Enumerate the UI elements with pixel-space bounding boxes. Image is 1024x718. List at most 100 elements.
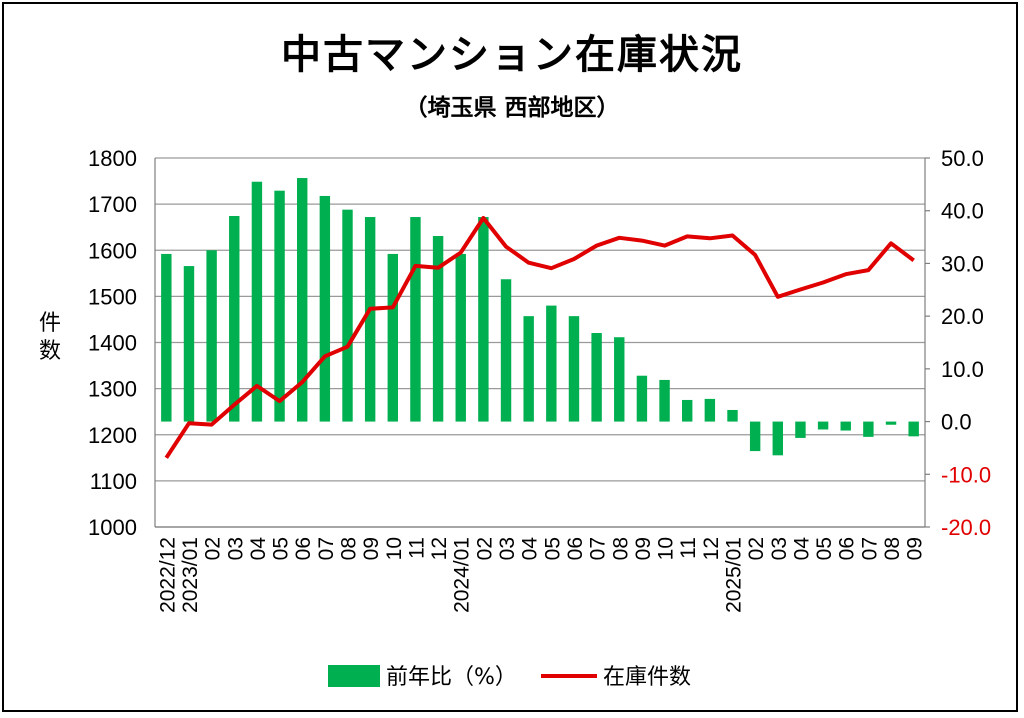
bar-24 (704, 398, 716, 422)
left-tick-label: 1600 (88, 238, 137, 263)
axes (154, 157, 930, 528)
x-tick-label: 03 (496, 537, 519, 560)
x-tick-label: 11 (677, 537, 700, 559)
x-tick-label: 07 (315, 537, 338, 560)
x-tick-label: 2024/01 (451, 537, 474, 613)
bar-1 (183, 266, 195, 422)
bar-25 (727, 409, 738, 422)
bar-28 (795, 421, 806, 438)
bar-27 (772, 421, 784, 456)
x-tick-label: 11 (405, 537, 428, 559)
bar-12 (432, 236, 444, 422)
bar-18 (568, 316, 580, 422)
left-tick-label: 1700 (88, 192, 137, 217)
bar-33 (908, 421, 919, 437)
bar-21 (636, 375, 648, 422)
x-tick-label: 04 (247, 537, 270, 561)
x-tick-label: 10 (383, 537, 406, 560)
x-tick-label: 2025/01 (723, 537, 746, 613)
x-tick-label: 02 (473, 537, 496, 560)
bar-2 (206, 250, 217, 422)
x-tick-label: 04 (790, 537, 813, 561)
left-axis-title-char: 数 (39, 339, 61, 364)
left-tick-label: 1000 (88, 515, 137, 540)
left-tick-label: 1100 (90, 469, 137, 494)
bar-11 (410, 217, 421, 422)
left-axis-ticks: 1000 1100 1200 1300 1400 1500 1600 1700 1800 (88, 146, 137, 540)
bar-9 (364, 217, 376, 422)
x-tick-label: 05 (270, 537, 293, 560)
x-tick-label: 09 (904, 537, 927, 560)
left-tick-label: 1800 (88, 146, 137, 171)
x-tick-label: 02 (202, 537, 225, 560)
left-axis-title-char: 件 (39, 311, 61, 336)
x-tick-label: 08 (609, 537, 632, 560)
bar-30 (840, 421, 851, 431)
chart-title: 中古マンション在庫状況 (281, 32, 743, 78)
x-tick-label: 07 (858, 537, 881, 560)
left-tick-label: 1500 (88, 284, 137, 309)
bar-4 (251, 181, 263, 422)
bar-0 (161, 253, 172, 422)
bar-26 (749, 421, 761, 452)
bar-series (161, 178, 919, 456)
x-tick-label: 09 (632, 537, 655, 560)
right-tick-label: -10.0 (941, 462, 991, 487)
bar-14 (478, 217, 489, 422)
bar-5 (274, 190, 285, 422)
x-tick-label: 07 (587, 537, 610, 560)
bar-15 (500, 279, 512, 422)
right-tick-label: 40.0 (941, 199, 984, 224)
x-tick-label: 08 (338, 537, 361, 560)
bar-31 (863, 421, 874, 437)
bar-17 (546, 305, 557, 422)
right-tick-label: -20.0 (941, 515, 991, 540)
x-tick-label: 10 (655, 537, 678, 560)
chart-subtitle: （埼玉県 西部地区） (404, 95, 620, 121)
bar-6 (296, 178, 308, 422)
x-tick-label: 05 (813, 537, 836, 560)
x-tick-label: 02 (745, 537, 768, 560)
bar-20 (614, 337, 625, 422)
bar-8 (342, 209, 353, 422)
x-tick-label: 2022/12 (156, 537, 179, 613)
legend-label-line: 在庫件数 (603, 665, 691, 690)
x-tick-label: 09 (360, 537, 383, 560)
x-tick-label: 06 (836, 537, 859, 560)
legend-swatch-bar (328, 665, 380, 687)
bar-32 (885, 421, 897, 425)
line-series (164, 216, 915, 459)
bar-3 (229, 215, 240, 422)
right-tick-label: 10.0 (941, 357, 984, 382)
x-tick-label: 03 (224, 537, 247, 560)
x-tick-label: 06 (292, 537, 315, 560)
legend: 前年比（%） 在庫件数 (328, 665, 691, 690)
bar-7 (319, 195, 331, 422)
legend-label-bar: 前年比（%） (386, 665, 517, 690)
left-axis-title: 件数 (39, 311, 61, 364)
left-tick-label: 1200 (88, 423, 137, 448)
bar-10 (387, 253, 399, 422)
left-tick-label: 1400 (88, 331, 137, 356)
right-tick-label: 0.0 (941, 410, 972, 435)
x-tick-label: 12 (700, 537, 723, 560)
x-tick-label: 12 (428, 537, 451, 560)
x-tick-label: 03 (768, 537, 791, 560)
left-tick-label: 1300 (88, 377, 137, 402)
x-tick-label: 08 (881, 537, 904, 560)
bar-29 (817, 421, 829, 430)
gridlines (155, 157, 925, 528)
line-path (164, 216, 915, 459)
right-tick-label: 30.0 (941, 251, 984, 276)
right-axis-ticks: -20.0 -10.0 0.0 10.0 20.0 30.0 40.0 50.0 (941, 146, 991, 540)
right-tick-label: 20.0 (941, 304, 984, 329)
right-tick-label: 50.0 (941, 146, 984, 171)
bar-19 (591, 333, 602, 422)
x-tick-label: 2023/01 (179, 537, 202, 613)
x-axis-ticks: 2022/12 2023/01 02 03 04 05 06 07 08 09 10 11 12 2024… (156, 537, 926, 613)
bar-22 (659, 379, 670, 422)
bar-16 (523, 316, 534, 422)
x-tick-label: 06 (564, 537, 587, 560)
x-tick-label: 05 (541, 537, 564, 560)
